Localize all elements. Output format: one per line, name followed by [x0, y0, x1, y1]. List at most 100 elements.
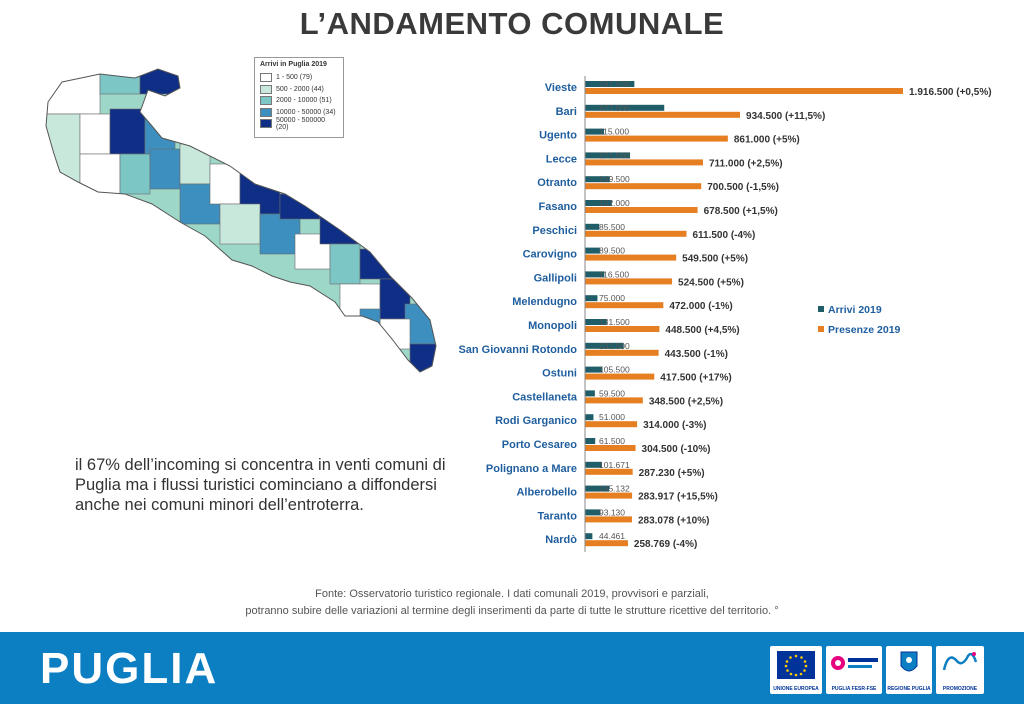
- arrivi-value-label: 477.500: [599, 103, 630, 113]
- category-label: Lecce: [546, 153, 577, 165]
- presenze-bar: [585, 183, 702, 190]
- legend-label: 2000 - 10000 (51): [276, 97, 332, 105]
- arrivi-bar: [585, 438, 596, 444]
- legend-title: Arrivi in Puglia 2019: [260, 61, 327, 68]
- bar-chart-svg: Vieste 297.500 1.916.500 (+0,5%) Bari 477.50…: [458, 76, 992, 552]
- arrivi-bar: [585, 295, 598, 302]
- presenze-value-label: 524.500 (+5%): [678, 277, 744, 288]
- presenze-bar: [585, 373, 655, 380]
- arrivi-value-label: 44.461: [599, 531, 625, 541]
- source-line-2: potranno subire delle variazioni al term…: [245, 605, 779, 617]
- presenze-value-label: 258.769 (-4%): [634, 539, 697, 550]
- eu-flag-icon: [777, 651, 815, 679]
- presenze-bar: [585, 254, 677, 261]
- legend-swatch: [260, 73, 272, 83]
- brand-logo-text: PUGLIA: [40, 644, 219, 693]
- arrivi-value-label: 101.671: [599, 460, 630, 470]
- legend-item: 1 - 500 (79): [260, 72, 338, 84]
- arrivi-value-label: 89.500: [599, 246, 625, 256]
- fesr-mark-icon: [831, 656, 878, 670]
- arrivi-value-label: 162.000: [599, 198, 630, 208]
- arrivi-value-label: 85.500: [599, 222, 625, 232]
- eu-logo: UNIONE EUROPEA: [770, 646, 822, 694]
- arrivi-value-label: 297.500: [599, 79, 630, 89]
- arrivi-bar: [585, 152, 631, 159]
- regione-caption: REGIONE PUGLIA: [887, 686, 931, 692]
- page-title: L’ANDAMENTO COMUNALE: [299, 6, 725, 41]
- puglia-map: [40, 54, 460, 384]
- arrivi-value-label: 105.500: [599, 365, 630, 375]
- presenze-bar: [585, 445, 636, 451]
- arrivi-bar: [585, 200, 612, 206]
- legend-swatch-arrivi: [818, 306, 824, 312]
- category-label: Porto Cesareo: [502, 439, 577, 451]
- category-label: Otranto: [537, 177, 577, 189]
- legend-swatch: [260, 107, 272, 117]
- presenze-bar: [585, 111, 741, 118]
- legend-swatch: [260, 96, 272, 106]
- presenze-value-label: 861.000 (+5%): [734, 135, 800, 146]
- category-label: Fasano: [538, 201, 577, 213]
- regione-logo: REGIONE PUGLIA: [886, 646, 932, 694]
- arrivi-bar: [585, 247, 600, 254]
- presenze-bar: [585, 492, 633, 499]
- eu-stars-icon: [784, 654, 808, 677]
- puglia-choropleth-map: [45, 68, 437, 373]
- presenze-value-label: 283.917 (+15,5%): [638, 492, 718, 503]
- legend-swatch: [260, 84, 272, 94]
- arrivi-bar: [585, 390, 595, 397]
- legend-swatch-presenze: [818, 326, 824, 332]
- presenze-bar: [585, 207, 698, 213]
- presenze-bar: [585, 135, 728, 142]
- arrivi-bar: [585, 81, 635, 87]
- presenze-bar: [585, 302, 664, 309]
- arrivi-bar: [585, 319, 607, 325]
- arrivi-bar: [585, 533, 593, 540]
- legend-swatch: [260, 119, 272, 129]
- presenze-value-label: 711.000 (+2,5%): [709, 158, 783, 169]
- arrivi-bar: [585, 271, 605, 278]
- presenze-value-label: 448.500 (+4,5%): [665, 325, 739, 336]
- arrivi-value-label: 149.500: [599, 174, 630, 184]
- presenze-value-label: 934.500 (+11,5%): [746, 111, 825, 122]
- arrivi-bar: [585, 366, 603, 373]
- presenze-value-label: 549.500 (+5%): [682, 254, 748, 265]
- category-label: Vieste: [545, 82, 577, 94]
- category-label: Polignano a Mare: [486, 463, 577, 475]
- presenze-value-label: 700.500 (-1,5%): [707, 182, 779, 193]
- presenze-bar: [585, 421, 638, 428]
- arrivi-value-label: 75.000: [599, 293, 625, 303]
- arrivi-value-label: 93.130: [599, 507, 625, 517]
- legend-label: 10000 - 50000 (34): [276, 108, 336, 116]
- category-label: Castellaneta: [512, 391, 578, 403]
- summary-text: il 67% dell’incoming si concentra in ven…: [75, 456, 446, 514]
- category-label: Taranto: [537, 510, 577, 522]
- category-label: Monopoli: [528, 320, 577, 332]
- promozione-logo: PROMOZIONE: [936, 646, 984, 694]
- arrivi-bar: [585, 509, 601, 516]
- category-label: Carovigno: [523, 249, 578, 261]
- bar-chart: Vieste 297.500 1.916.500 (+0,5%) Bari 477.50…: [440, 68, 1020, 563]
- presenze-value-label: 283.078 (+10%): [638, 515, 709, 526]
- source-note: Fonte: Osservatorio turistico regionale.…: [0, 586, 1024, 620]
- legend-item: 50000 - 500000 (20): [260, 117, 338, 131]
- legend-item: 10000 - 50000 (34): [260, 107, 338, 119]
- footer-bar: PUGLIA UNIONE EUROPEA PUGLIA FESR-FSE RE…: [0, 632, 1024, 704]
- map-legend: Arrivi in Puglia 2019 1 - 500 (79) 500 -…: [254, 57, 344, 138]
- arrivi-value-label: 116.500: [599, 269, 629, 279]
- legend-label: 1 - 500 (79): [276, 74, 313, 82]
- fesr-caption: PUGLIA FESR-FSE: [831, 686, 877, 692]
- presenze-value-label: 443.500 (-1%): [665, 349, 728, 360]
- promozione-caption: PROMOZIONE: [942, 686, 978, 692]
- arrivi-bar: [585, 485, 610, 492]
- arrivi-bar: [585, 104, 665, 111]
- presenze-bar: [585, 326, 660, 332]
- arrivi-bar: [585, 342, 624, 349]
- legend-label-presenze: Presenze 2019: [828, 324, 901, 336]
- presenze-value-label: 348.500 (+2,5%): [649, 396, 723, 407]
- arrivi-bar: [585, 223, 600, 230]
- presenze-bar: [585, 349, 659, 356]
- presenze-bar: [585, 468, 633, 475]
- presenze-bar: [585, 540, 628, 547]
- legend-item: 2000 - 10000 (51): [260, 95, 338, 107]
